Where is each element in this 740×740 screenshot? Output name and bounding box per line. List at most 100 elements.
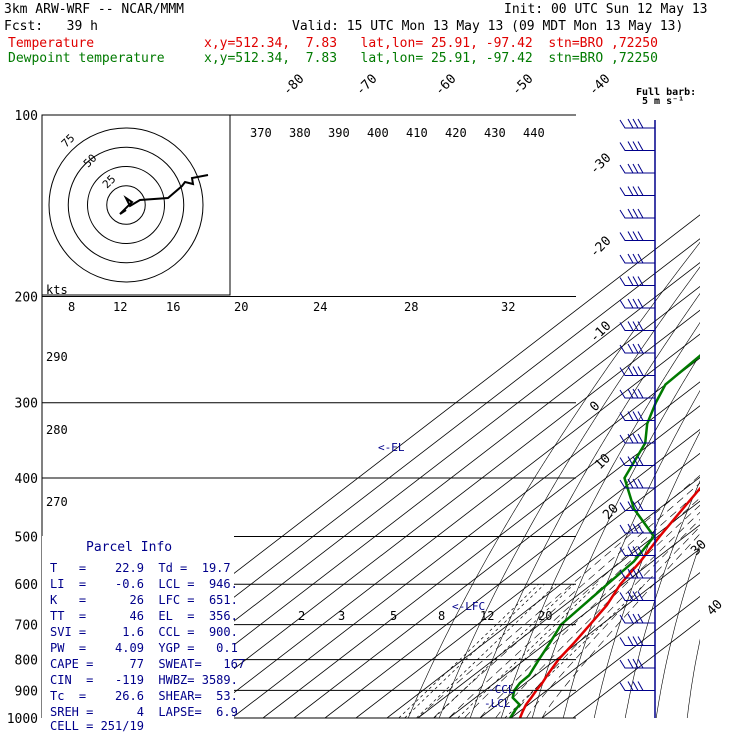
wind-barb-flag <box>637 546 644 556</box>
wind-barb <box>619 322 655 331</box>
wind-barb-flag <box>637 118 644 129</box>
wind-barb-flag <box>637 163 644 174</box>
isotherm-label: -60 <box>432 72 459 99</box>
isotherm-line <box>417 500 700 718</box>
mixing-ratio-label: 12 <box>480 609 494 623</box>
dry-adiabat-line <box>624 480 700 718</box>
model-title: 3km ARW-WRF -- NCAR/MMM <box>4 2 185 17</box>
level-marker-label: -LCL <box>484 697 511 710</box>
dewpoint-label: Dewpoint temperature <box>8 51 165 66</box>
wind-barb-flag <box>627 456 634 466</box>
dry-adiabat-line <box>718 115 740 718</box>
wind-barb-flag <box>627 546 634 556</box>
valid-time: Valid: 15 UTC Mon 13 May 13 (09 MDT Mon … <box>292 19 684 34</box>
wind-barb <box>619 119 655 129</box>
wind-barb-flag <box>637 186 644 196</box>
mixing-ratio-line <box>398 583 539 718</box>
parcel-row: CELL = 251/19 <box>50 719 144 733</box>
theta-label: 270 <box>46 495 68 509</box>
level-marker-label: <-EL <box>378 441 405 454</box>
wind-barb-flag <box>632 411 639 421</box>
isotherm-line <box>231 357 700 718</box>
wind-barb-flag <box>632 388 639 399</box>
pressure-tick-label: 1000 <box>7 712 38 727</box>
dry-adiabat-line <box>438 266 700 718</box>
hodograph-axis-label: 28 <box>404 300 418 314</box>
hodograph-units-label: kts <box>46 283 68 297</box>
pressure-tick-label: 300 <box>15 397 38 412</box>
wind-barb <box>619 367 655 376</box>
wind-barb <box>619 187 655 196</box>
wind-barb-flag <box>627 523 634 534</box>
isotherm-line <box>386 476 700 718</box>
wind-barb-flag <box>637 658 644 669</box>
wind-barb-flag <box>632 501 639 511</box>
parcel-row: Tc = 26.6 SHEAR= 53. <box>50 689 238 703</box>
wind-barb <box>619 682 655 691</box>
hodograph-axis-label: 8 <box>68 300 75 314</box>
wind-barb <box>619 412 655 421</box>
wind-barb <box>619 254 655 264</box>
wind-barb-flag <box>637 231 644 241</box>
wind-barb-flag <box>637 298 644 309</box>
parcel-row: PW = 4.09 YGP = 0.1 <box>50 641 238 655</box>
wind-barb-flag <box>627 186 634 196</box>
wind-barb-flag <box>627 636 634 646</box>
isotherm-line <box>107 262 700 718</box>
mixing-ratio-label: 3 <box>338 609 345 623</box>
theta-label: 290 <box>46 350 68 364</box>
isotherm-line <box>262 381 700 718</box>
mixing-ratio-label: 2 <box>298 609 305 623</box>
dry-adiabat-line <box>655 543 700 718</box>
parcel-info-box: Parcel Info T = 22.9 Td = 19.7 LI = -0.6… <box>42 536 245 733</box>
mixing-ratio-line <box>504 583 645 718</box>
wind-barb-flag <box>632 478 639 489</box>
wind-barb-flag <box>632 636 639 646</box>
hodograph-axis-label: 12 <box>113 300 127 314</box>
wind-barb-flag <box>632 546 639 556</box>
pressure-tick-label: 400 <box>15 472 38 487</box>
theta-label: 380 <box>289 126 311 140</box>
parcel-row: TT = 46 EL = 356. <box>50 609 238 623</box>
isotherm-label: 20 <box>600 501 622 523</box>
wind-barb-flag <box>637 523 644 534</box>
isotherm-line <box>448 524 700 718</box>
parcel-row: K = 26 LFC = 651. <box>50 593 238 607</box>
level-marker-label: <-LFC <box>452 600 485 613</box>
hodograph-axis-label: 32 <box>501 300 515 314</box>
wind-barb-flag <box>632 276 639 286</box>
parcel-info-title: Parcel Info <box>86 540 173 555</box>
hodograph-axis-label: 24 <box>313 300 327 314</box>
wind-barb <box>619 164 655 174</box>
wind-barb-flag <box>627 433 634 444</box>
wind-barb-flag <box>632 366 639 376</box>
mixing-ratio-label: 20 <box>538 609 552 623</box>
wind-barb-flag <box>627 231 634 241</box>
wind-barb-flag <box>637 253 644 264</box>
wind-barb-flag <box>627 478 634 489</box>
wind-barb <box>619 502 655 511</box>
temperature-profile-line <box>518 486 700 718</box>
theta-label: 420 <box>445 126 467 140</box>
wind-barb-flag <box>637 276 644 286</box>
isotherm-line <box>324 429 700 718</box>
wind-barb <box>619 389 655 399</box>
wind-barb-flag <box>632 591 639 601</box>
moist-adiabat-line <box>464 497 700 718</box>
wind-barb-flag <box>637 208 644 219</box>
wind-barb-flag <box>632 208 639 219</box>
wind-barb-flag <box>632 231 639 241</box>
barb-legend-label: Full barb: <box>636 87 696 98</box>
wind-barb-flag <box>637 568 644 579</box>
isotherm-label: -30 <box>587 151 614 178</box>
wind-barb-flag <box>627 681 634 691</box>
mixing-ratio-line <box>416 583 557 718</box>
wind-barb <box>619 299 655 309</box>
wind-barb <box>619 524 655 534</box>
isotherm-label: -70 <box>353 72 380 99</box>
hodograph-ring <box>67 146 185 264</box>
wind-barb-flag <box>627 141 634 151</box>
moist-adiabat-line <box>417 474 700 718</box>
dry-adiabat-line <box>593 431 700 718</box>
